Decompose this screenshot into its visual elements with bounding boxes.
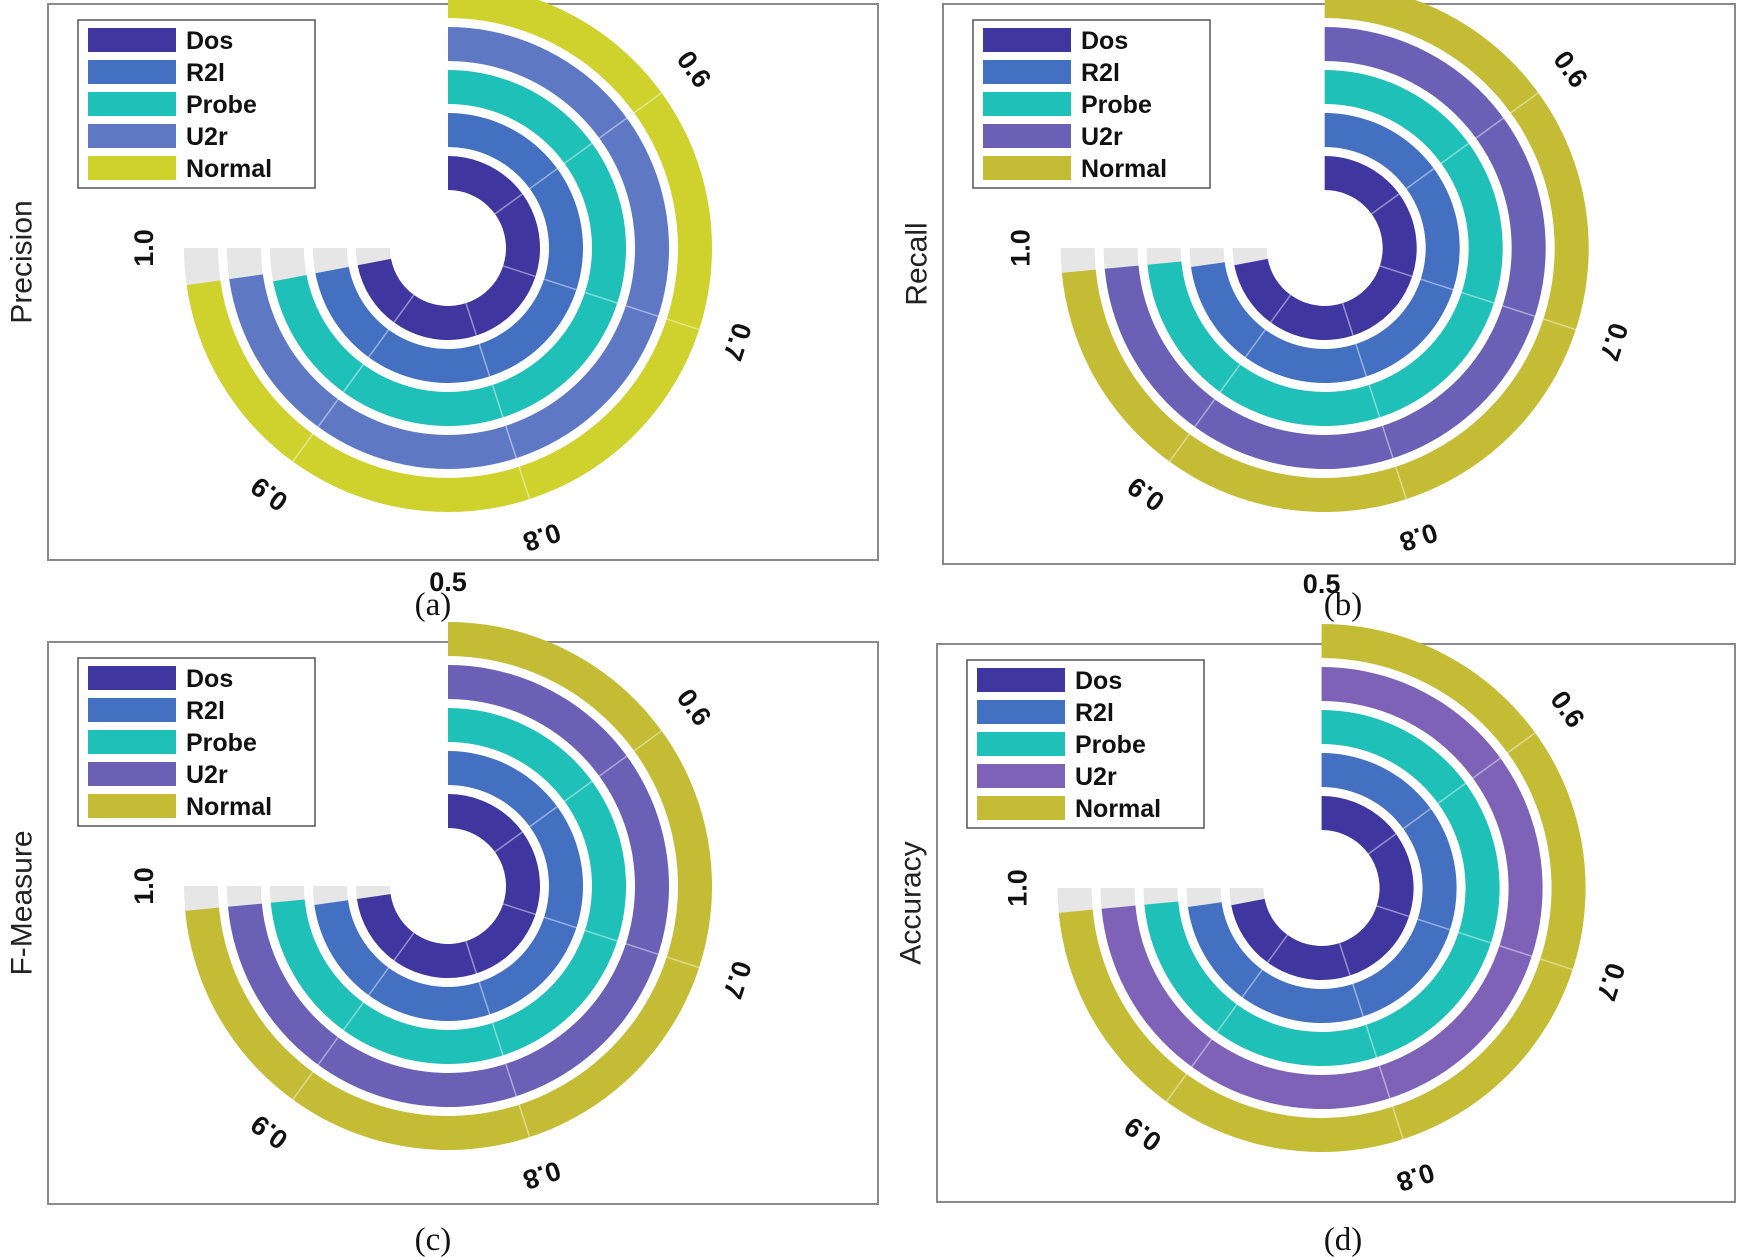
panel-caption: (c) [415, 1222, 452, 1257]
legend-swatch-normal [977, 796, 1065, 820]
gridline [502, 903, 700, 969]
legend-swatch-normal [88, 156, 176, 180]
tick-label: 0.5 [429, 567, 467, 597]
gridline [465, 940, 531, 1138]
legend-label-r2l: R2l [186, 697, 225, 725]
legend-label-probe: Probe [1081, 91, 1152, 119]
y-axis-label: Accuracy [895, 841, 928, 964]
legend-label-u2r: U2r [1081, 123, 1123, 151]
legend-label-normal: Normal [186, 793, 272, 821]
chart-panel-4: 0.50.60.70.80.91.0AccuracyDosR2lProbeU2r… [895, 569, 1736, 1257]
gridline [1165, 934, 1289, 1103]
gridline [494, 92, 663, 215]
chart-panel-1: 0.50.60.70.80.91.0PrecisionDosR2lProbeU2… [6, 0, 879, 623]
legend-swatch-dos [88, 28, 176, 52]
legend-swatch-r2l [983, 60, 1071, 84]
legend-swatch-probe [983, 92, 1071, 116]
panel-caption: (b) [1324, 587, 1362, 623]
legend-swatch-dos [983, 28, 1071, 52]
tick-label: 1.0 [129, 229, 159, 267]
legend-swatch-normal [88, 794, 176, 818]
gridline [292, 932, 415, 1101]
gridline [1341, 302, 1407, 500]
legend-swatch-r2l [88, 60, 176, 84]
legend-swatch-u2r [977, 764, 1065, 788]
gridline [292, 294, 415, 463]
panel-caption: (a) [415, 587, 452, 623]
legend-swatch-r2l [977, 700, 1065, 724]
y-axis-label: F-Measure [6, 830, 39, 975]
legend-label-normal: Normal [1081, 155, 1167, 183]
legend-label-r2l: R2l [1081, 59, 1120, 87]
legend-label-u2r: U2r [186, 761, 228, 789]
legend-swatch-probe [88, 730, 176, 754]
bar-dos [356, 794, 540, 979]
gridline [1338, 942, 1404, 1140]
legend-label-normal: Normal [1075, 795, 1161, 823]
bar-dos [357, 156, 540, 341]
legend-label-probe: Probe [1075, 731, 1146, 759]
legend-label-u2r: U2r [186, 123, 228, 151]
legend-swatch-dos [88, 666, 176, 690]
y-axis-label: Precision [6, 200, 39, 323]
legend-label-dos: Dos [1075, 667, 1122, 695]
legend-label-dos: Dos [1081, 27, 1128, 55]
legend-label-r2l: R2l [1075, 699, 1114, 727]
gridline [1168, 294, 1292, 463]
legend-swatch-u2r [88, 124, 176, 148]
bar-dos [1231, 796, 1414, 981]
legend-label-probe: Probe [186, 91, 257, 119]
legend-swatch-u2r [983, 124, 1071, 148]
legend-swatch-u2r [88, 762, 176, 786]
legend-label-u2r: U2r [1075, 763, 1117, 791]
legend-swatch-r2l [88, 698, 176, 722]
chart-panel-3: 0.50.60.70.80.91.0F-MeasureDosR2lProbeU2… [6, 567, 879, 1257]
tick-label: 1.0 [1006, 229, 1036, 267]
tick-label: 1.0 [129, 867, 159, 905]
gridline [502, 265, 700, 331]
gridline [1376, 905, 1573, 971]
gridline [1379, 265, 1576, 331]
legend-swatch-probe [977, 732, 1065, 756]
legend-swatch-normal [983, 156, 1071, 180]
tick-label: 0.5 [1303, 569, 1341, 599]
panel-caption: (d) [1324, 1222, 1362, 1257]
legend-label-probe: Probe [186, 729, 257, 757]
chart-panel-2: 0.50.60.70.80.91.0RecallDosR2lProbeU2rNo… [901, 0, 1736, 623]
legend-swatch-probe [88, 92, 176, 116]
gridline [1371, 92, 1539, 215]
legend-label-dos: Dos [186, 27, 233, 55]
bar-dos [1234, 156, 1417, 340]
y-axis-label: Recall [901, 222, 934, 305]
legend-label-dos: Dos [186, 665, 233, 693]
tick-label: 1.0 [1003, 869, 1033, 907]
gridline [465, 302, 531, 500]
gridline [1368, 732, 1536, 855]
gridline [494, 730, 663, 853]
legend-swatch-dos [977, 668, 1065, 692]
legend-label-normal: Normal [186, 155, 272, 183]
legend-label-r2l: R2l [186, 59, 225, 87]
